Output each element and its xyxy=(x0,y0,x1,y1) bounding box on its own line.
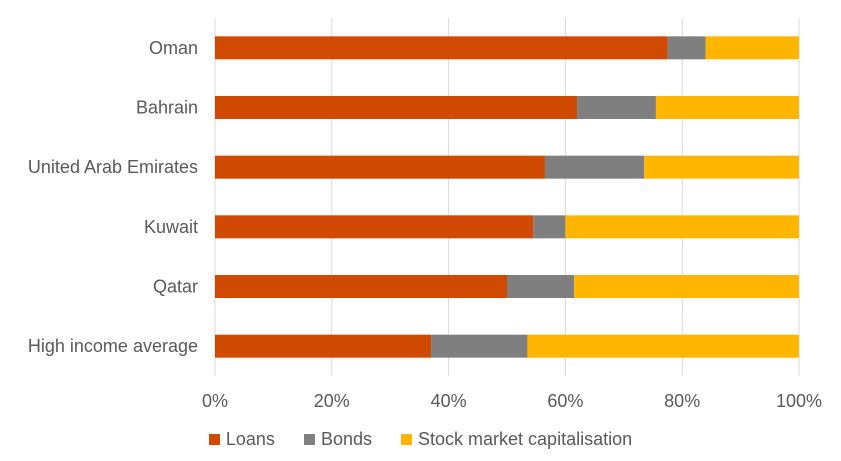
legend-item-loans: Loans xyxy=(208,428,275,450)
x-tick-label: 60% xyxy=(547,391,583,411)
bar-kuwait-stock-market-capitalisation xyxy=(565,215,799,239)
x-tick-label: 0% xyxy=(202,391,228,411)
x-tick-labels: 0% 20% 40% 60% 80% 100% xyxy=(202,391,822,411)
bar-qatar-stock-market-capitalisation xyxy=(574,275,799,298)
bar-kuwait-loans xyxy=(215,215,534,239)
legend-item-bonds: Bonds xyxy=(303,428,372,450)
legend-item-stock-market-capitalisation: Stock market capitalisation xyxy=(401,429,632,450)
bars xyxy=(215,36,799,358)
category-label-high-income-average: High income average xyxy=(28,336,198,356)
category-label-kuwait: Kuwait xyxy=(144,217,198,237)
bar-bahrain-bonds xyxy=(577,96,656,119)
legend-label-stock-market-capitalisation: Stock market capitalisation xyxy=(418,428,633,449)
category-labels: Oman Bahrain United Arab Emirates Kuwait Qat… xyxy=(28,38,198,356)
gridlines xyxy=(214,18,800,376)
legend-label-loans: Loans xyxy=(225,428,275,449)
bar-high-income-average-loans xyxy=(215,334,432,358)
legend-label-bonds: Bonds xyxy=(320,428,372,449)
legend-swatch-bonds xyxy=(303,433,315,445)
legend-swatch-stock-market-capitalisation xyxy=(401,433,413,445)
bar-qatar-bonds xyxy=(507,275,575,298)
bar-bahrain-stock-market-capitalisation xyxy=(655,96,799,119)
bar-qatar-loans xyxy=(215,275,507,298)
x-tick-label: 20% xyxy=(314,391,350,411)
x-tick-label: 80% xyxy=(664,391,700,411)
bar-united-arab-emirates-loans xyxy=(215,155,545,179)
category-label-oman: Oman xyxy=(149,38,198,58)
legend-swatch-loans xyxy=(208,433,220,445)
bar-kuwait-bonds xyxy=(533,215,566,239)
category-label-qatar: Qatar xyxy=(153,277,198,297)
x-tick-label: 100% xyxy=(776,391,822,411)
bar-united-arab-emirates-bonds xyxy=(544,155,645,179)
bar-high-income-average-stock-market-capitalisation xyxy=(527,334,799,358)
legend: Loans Bonds Stock market capitalisation xyxy=(0,428,841,450)
bar-high-income-average-bonds xyxy=(431,334,528,358)
bar-bahrain-loans xyxy=(215,96,578,119)
bar-oman-stock-market-capitalisation xyxy=(705,36,799,60)
x-tick-label: 40% xyxy=(431,391,467,411)
category-label-united-arab-emirates: United Arab Emirates xyxy=(28,157,198,177)
bar-oman-loans xyxy=(215,36,668,60)
category-label-bahrain: Bahrain xyxy=(136,98,198,118)
bar-united-arab-emirates-stock-market-capitalisation xyxy=(644,155,799,179)
bar-oman-bonds xyxy=(667,36,706,60)
